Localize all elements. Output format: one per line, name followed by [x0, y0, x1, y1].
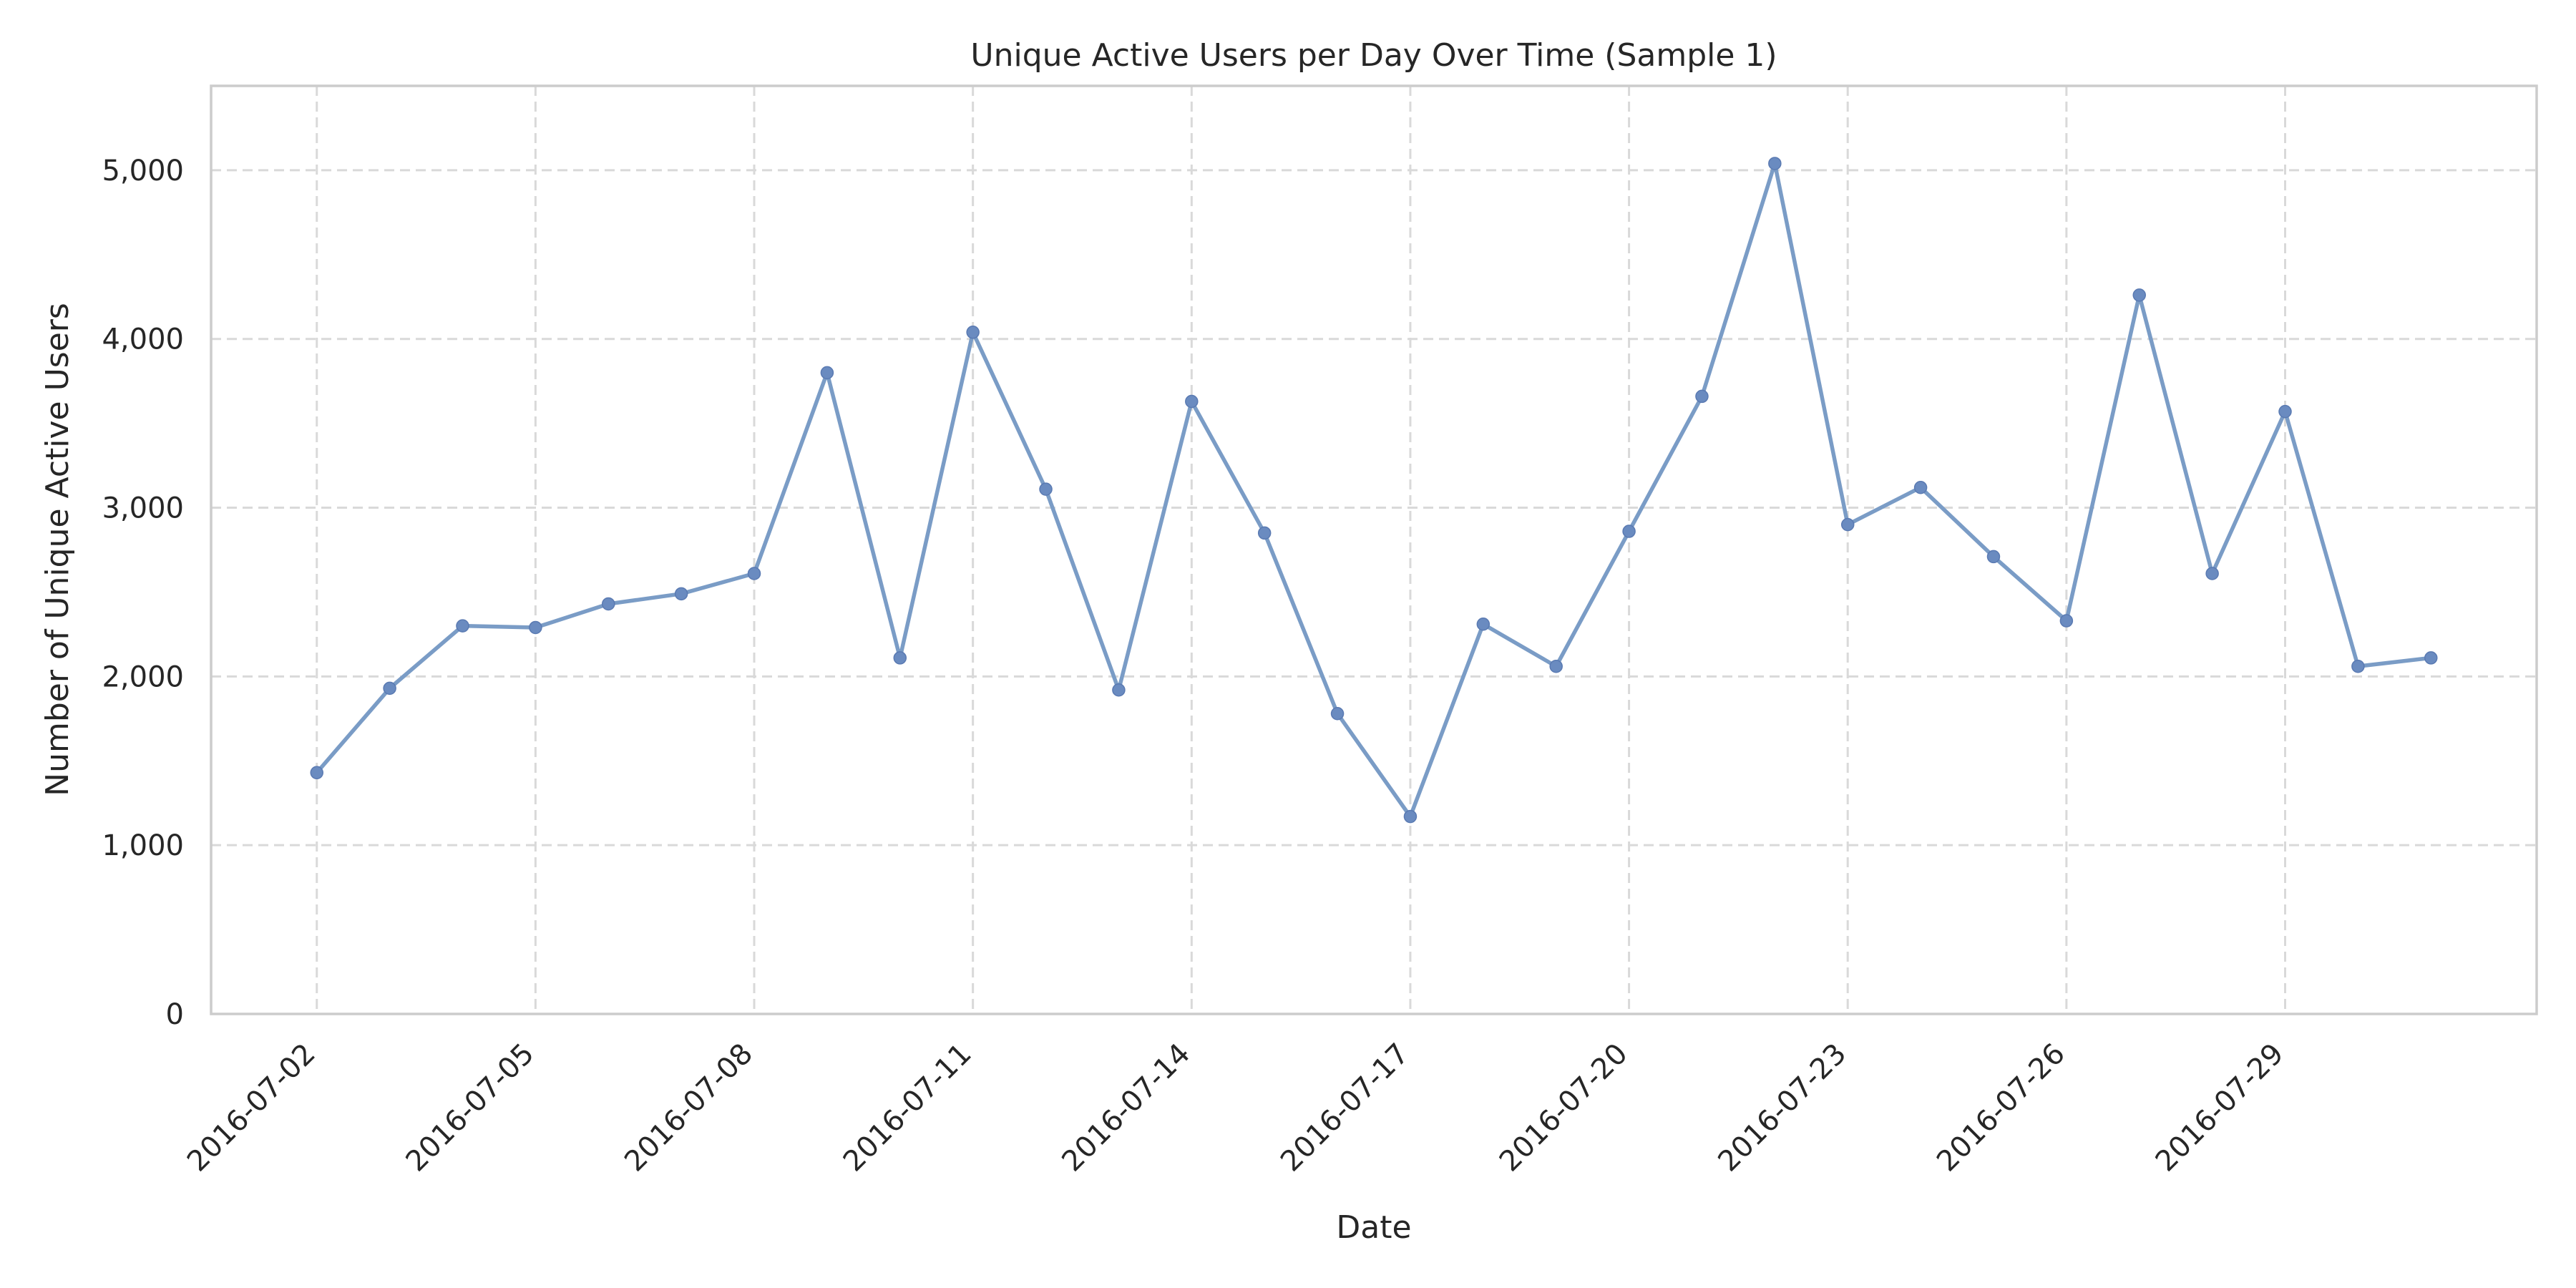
x-tick-label: 2016-07-14	[1055, 1038, 1196, 1179]
y-tick-label: 2,000	[102, 660, 184, 693]
data-point	[529, 620, 542, 635]
y-tick-label: 4,000	[102, 323, 184, 356]
data-point	[602, 597, 615, 611]
data-point	[2059, 614, 2074, 628]
y-tick-label: 1,000	[102, 829, 184, 862]
data-point	[456, 619, 469, 633]
data-point	[310, 766, 323, 780]
data-point	[893, 651, 907, 665]
x-tick-label: 2016-07-26	[1931, 1038, 2072, 1179]
data-point	[1695, 389, 1709, 404]
grid	[211, 86, 2537, 1014]
data-point	[383, 681, 396, 696]
y-axis-ticks: 0 1,000 2,000 3,000 4,000 5,000	[102, 155, 184, 1031]
data-point	[2132, 288, 2146, 302]
data-point	[747, 567, 761, 580]
x-tick-label: 2016-07-02	[181, 1038, 322, 1179]
x-tick-label: 2016-07-17	[1274, 1038, 1415, 1179]
x-tick-label: 2016-07-20	[1493, 1038, 1634, 1179]
data-point	[820, 366, 834, 380]
x-tick-label: 2016-07-29	[2150, 1038, 2290, 1179]
y-tick-label: 5,000	[102, 155, 184, 187]
data-point	[1549, 659, 1563, 673]
data-point	[2205, 567, 2219, 580]
data-point	[1913, 480, 1928, 494]
x-tick-label: 2016-07-23	[1712, 1038, 1853, 1179]
data-point	[1330, 706, 1345, 721]
data-point	[2424, 651, 2438, 665]
plot-area-frame	[210, 84, 2538, 1015]
x-tick-label: 2016-07-08	[618, 1038, 759, 1179]
y-tick-label: 3,000	[102, 492, 184, 525]
data-point	[1622, 525, 1636, 538]
data-point	[674, 587, 688, 601]
data-point	[1768, 157, 1782, 170]
data-point	[1403, 809, 1418, 824]
y-tick-label: 0	[166, 998, 184, 1031]
x-tick-label: 2016-07-11	[837, 1038, 978, 1179]
data-point	[2351, 659, 2365, 673]
y-axis-label: Number of Unique Active Users	[39, 303, 76, 796]
x-tick-label: 2016-07-05	[400, 1038, 541, 1179]
data-point	[1476, 618, 1491, 631]
data-point	[1185, 394, 1199, 409]
data-point	[2278, 404, 2292, 419]
data-point	[1112, 683, 1126, 697]
chart-title: Unique Active Users per Day Over Time (S…	[970, 37, 1777, 74]
data-point	[1039, 482, 1053, 496]
data-point	[1257, 526, 1272, 540]
data-point	[1840, 517, 1855, 532]
x-axis-label: Date	[1336, 1209, 1411, 1246]
data-point	[966, 326, 980, 339]
x-axis-ticks: 2016-07-02 2016-07-05 2016-07-08 2016-07-11…	[181, 1038, 2290, 1179]
data-series	[310, 157, 2438, 824]
series-line	[315, 161, 2431, 819]
data-point	[1986, 550, 2001, 564]
